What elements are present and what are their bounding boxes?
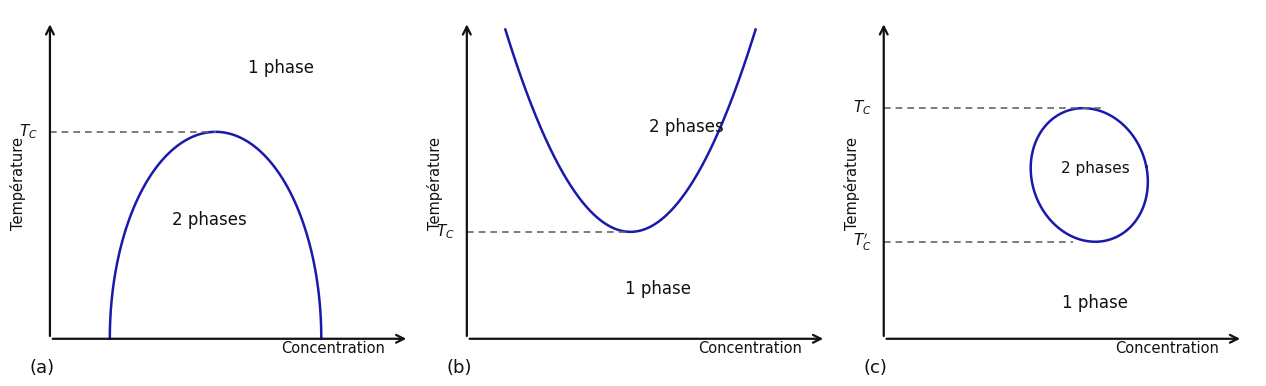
Text: (a): (a) — [30, 359, 56, 377]
Text: 2 phases: 2 phases — [172, 211, 247, 229]
Text: Température: Température — [427, 137, 443, 230]
Text: Concentration: Concentration — [699, 341, 803, 356]
Text: 2 phases: 2 phases — [649, 118, 724, 136]
Text: $T_C'$: $T_C'$ — [853, 232, 872, 253]
Text: 1 phase: 1 phase — [625, 280, 691, 298]
Text: (c): (c) — [863, 359, 887, 377]
Text: Température: Température — [10, 137, 27, 230]
Text: Concentration: Concentration — [1115, 341, 1219, 356]
Text: $T_C$: $T_C$ — [853, 98, 872, 117]
Text: 1 phase: 1 phase — [248, 59, 314, 77]
Text: $T_C$: $T_C$ — [437, 222, 454, 241]
Text: (b): (b) — [447, 359, 472, 377]
Text: $T_C$: $T_C$ — [19, 122, 38, 141]
Text: Température: Température — [844, 137, 860, 230]
Text: 2 phases: 2 phases — [1061, 161, 1129, 176]
Text: Concentration: Concentration — [281, 341, 385, 356]
Text: 1 phase: 1 phase — [1062, 294, 1128, 312]
